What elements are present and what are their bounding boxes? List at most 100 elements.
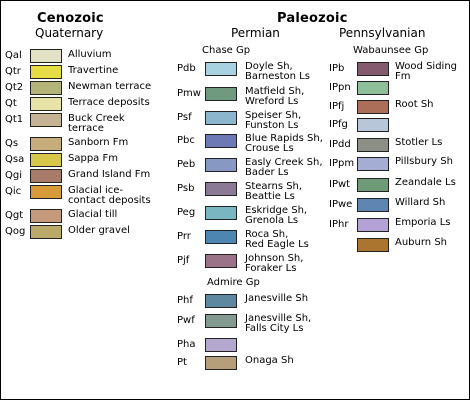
unit-symbol: IPwt bbox=[329, 179, 351, 190]
legend-item: Prr Roca Sh, Red Eagle Ls bbox=[177, 230, 317, 250]
unit-symbol: Pha bbox=[177, 339, 196, 350]
unit-name: Emporia Ls bbox=[395, 217, 451, 228]
legend-item: IPfg bbox=[329, 118, 469, 134]
unit-symbol: Qt1 bbox=[5, 114, 24, 125]
color-swatch bbox=[30, 225, 62, 239]
unit-name: Glacial ice- contact deposits bbox=[68, 185, 151, 206]
unit-name: Doyle Sh, Barneston Ls bbox=[245, 61, 310, 82]
unit-name: Pillsbury Sh bbox=[395, 156, 453, 167]
unit-symbol: IPb bbox=[329, 63, 345, 74]
unit-name: Janesville Sh, Falls City Ls bbox=[245, 313, 312, 334]
legend-item: Pjf Johnson Sh, Foraker Ls bbox=[177, 254, 317, 274]
legend-item: Psb Stearns Sh, Beattie Ls bbox=[177, 182, 317, 202]
color-swatch bbox=[357, 62, 389, 76]
legend-item: Qog Older gravel bbox=[5, 225, 145, 241]
color-swatch bbox=[30, 81, 62, 95]
unit-name: Older gravel bbox=[68, 225, 130, 236]
legend-item: Qtr Travertine bbox=[5, 65, 145, 81]
legend-item: Pha bbox=[177, 338, 317, 354]
unit-name: Terrace deposits bbox=[68, 97, 150, 108]
color-swatch bbox=[30, 49, 62, 63]
legend-item: Qgt Glacial till bbox=[5, 209, 145, 225]
group-title-admire: Admire Gp bbox=[207, 277, 260, 288]
unit-name: Easly Creek Sh, Bader Ls bbox=[245, 157, 323, 178]
legend-item: Qsa Sappa Fm bbox=[5, 153, 145, 169]
legend-item: Pt Onaga Sh bbox=[177, 356, 317, 372]
unit-symbol: IPfg bbox=[329, 119, 348, 130]
legend-item: IPhr Emporia Ls bbox=[329, 218, 469, 234]
unit-symbol: Qal bbox=[5, 50, 22, 61]
color-swatch bbox=[30, 137, 62, 151]
unit-symbol: Qs bbox=[5, 138, 19, 149]
color-swatch bbox=[357, 157, 389, 171]
unit-symbol: Peb bbox=[177, 159, 196, 170]
unit-name: Eskridge Sh, Grenola Ls bbox=[245, 205, 308, 226]
unit-symbol: Qgi bbox=[5, 170, 22, 181]
color-swatch bbox=[357, 138, 389, 152]
color-swatch bbox=[205, 206, 237, 220]
unit-symbol: Qt2 bbox=[5, 82, 24, 93]
legend-item: IPwe Willard Sh bbox=[329, 198, 469, 214]
era-title-cenozoic: Cenozoic bbox=[37, 11, 104, 26]
legend-item: Pdb Doyle Sh, Barneston Ls bbox=[177, 62, 317, 82]
legend-item: Phf Janesville Sh bbox=[177, 294, 317, 310]
legend-item: Pmw Matfield Sh, Wreford Ls bbox=[177, 87, 317, 107]
legend-item: IPb Wood Siding Fm bbox=[329, 62, 469, 82]
legend-item: Qt1 Buck Creek terrace bbox=[5, 113, 145, 134]
color-swatch bbox=[205, 294, 237, 308]
unit-name: Glacial till bbox=[68, 209, 118, 220]
color-swatch bbox=[357, 198, 389, 212]
legend-item: Qgi Grand Island Fm bbox=[5, 169, 150, 185]
unit-name: Roca Sh, Red Eagle Ls bbox=[245, 229, 309, 250]
unit-name: Auburn Sh bbox=[395, 237, 448, 248]
legend-item: IPpn bbox=[329, 81, 469, 97]
color-swatch bbox=[30, 97, 62, 111]
unit-name: Newman terrace bbox=[68, 81, 152, 92]
unit-name: Janesville Sh bbox=[245, 293, 309, 304]
unit-symbol: Qsa bbox=[5, 154, 25, 165]
color-swatch bbox=[205, 314, 237, 328]
unit-name: Johnson Sh, Foraker Ls bbox=[245, 253, 304, 274]
era-title-paleozoic: Paleozoic bbox=[277, 11, 348, 26]
color-swatch bbox=[30, 153, 62, 167]
legend-item: IPdd Stotler Ls bbox=[329, 138, 469, 154]
unit-name: Sappa Fm bbox=[68, 153, 118, 164]
unit-name: Zeandale Ls bbox=[395, 177, 456, 188]
unit-symbol: Qt bbox=[5, 98, 17, 109]
legend-item: IPwt Zeandale Ls bbox=[329, 178, 469, 194]
unit-name: Stearns Sh, Beattie Ls bbox=[245, 181, 303, 202]
unit-symbol: Psf bbox=[177, 112, 192, 123]
legend-item: Auburn Sh bbox=[329, 238, 469, 254]
color-swatch bbox=[205, 356, 237, 370]
unit-name: Sanborn Fm bbox=[68, 137, 129, 148]
unit-name: Wood Siding Fm bbox=[395, 61, 458, 82]
unit-name: Root Sh bbox=[395, 99, 434, 110]
legend-item: Qal Alluvium bbox=[5, 49, 145, 65]
group-title-chase: Chase Gp bbox=[202, 45, 251, 56]
legend-item: Qic Glacial ice- contact deposits bbox=[5, 185, 151, 206]
legend-item: Qt2 Newman terrace bbox=[5, 81, 151, 97]
unit-symbol: Psb bbox=[177, 183, 195, 194]
unit-symbol: Qtr bbox=[5, 66, 21, 77]
unit-symbol: Prr bbox=[177, 231, 191, 242]
unit-symbol: IPwe bbox=[329, 199, 353, 210]
period-title-permian: Permian bbox=[231, 26, 280, 40]
unit-symbol: Pjf bbox=[177, 255, 190, 266]
unit-name: Speiser Sh, Funston Ls bbox=[245, 110, 302, 131]
color-swatch bbox=[357, 238, 389, 252]
legend-item: Qs Sanborn Fm bbox=[5, 137, 145, 153]
color-swatch bbox=[205, 338, 237, 352]
legend-item: Peb Easly Creek Sh, Bader Ls bbox=[177, 158, 323, 178]
unit-name: Travertine bbox=[68, 65, 119, 76]
unit-name: Onaga Sh bbox=[245, 355, 294, 366]
group-title-wabaunsee: Wabaunsee Gp bbox=[353, 45, 429, 56]
unit-name: Stotler Ls bbox=[395, 137, 443, 148]
unit-symbol: IPfj bbox=[329, 101, 345, 112]
unit-symbol: Pmw bbox=[177, 88, 201, 99]
color-swatch bbox=[357, 218, 389, 232]
color-swatch bbox=[357, 100, 389, 114]
unit-symbol: Pbc bbox=[177, 135, 195, 146]
unit-symbol: Pt bbox=[177, 357, 187, 368]
period-title-pennsylvanian: Pennsylvanian bbox=[339, 26, 426, 40]
